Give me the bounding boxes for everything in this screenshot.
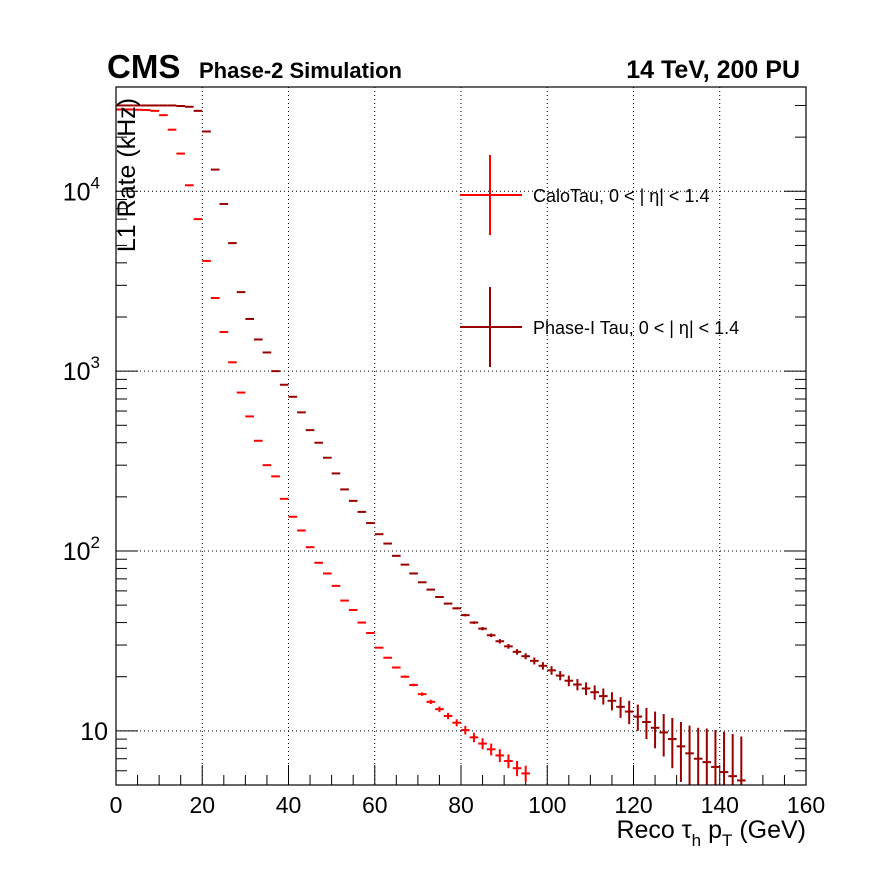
data-point <box>530 657 539 665</box>
data-point <box>659 714 668 757</box>
data-point <box>366 632 375 635</box>
data-point <box>668 717 677 769</box>
data-point <box>400 675 410 678</box>
data-point <box>486 743 496 756</box>
data-point <box>607 692 617 711</box>
data-point <box>711 730 720 785</box>
data-point <box>521 765 530 782</box>
data-point <box>383 656 392 659</box>
status-label: Phase-2 Simulation <box>199 58 402 83</box>
data-point <box>435 595 444 598</box>
cms-label: CMS <box>107 48 180 85</box>
data-point <box>624 700 634 725</box>
y-tick-label: 10 <box>80 718 108 746</box>
data-point <box>426 699 436 705</box>
legend-item-0: CaloTau, 0 < | η| < 1.4 <box>460 155 709 235</box>
data-point <box>642 707 651 740</box>
x-tick-label: 40 <box>276 792 302 818</box>
x-tick-label: 60 <box>362 792 388 818</box>
legend: CaloTau, 0 < | η| < 1.4 Phase-I Tau, 0 < … <box>460 155 739 367</box>
data-point <box>417 692 427 696</box>
data-point <box>461 613 470 617</box>
y-tick-label: 102 <box>63 533 100 566</box>
data-point <box>555 671 565 681</box>
data-point <box>693 727 703 785</box>
data-point <box>443 712 453 720</box>
y-tick-labels: 10 102 103 104 <box>63 173 108 746</box>
data-point <box>409 683 418 687</box>
x-tick-label: 0 <box>110 792 123 818</box>
plot-frame <box>115 86 807 786</box>
data-point <box>504 754 513 769</box>
x-tick-label: 100 <box>528 792 566 818</box>
y-tick-label: 103 <box>63 353 100 386</box>
data-point <box>590 685 599 700</box>
data-point <box>547 666 556 675</box>
data-point <box>443 602 453 605</box>
x-tick-labels: 0 20 40 60 80 100 120 140 160 <box>110 792 826 818</box>
data-point <box>486 633 496 638</box>
data-point <box>573 679 582 691</box>
x-tick-label: 160 <box>787 792 825 818</box>
data-point <box>581 682 591 696</box>
grid-lines <box>116 87 806 785</box>
x-axis-title: Reco τh pT (GeV) <box>616 816 806 850</box>
x-tick-label: 80 <box>448 792 474 818</box>
data-point <box>435 706 444 712</box>
legend-label: CaloTau, 0 < | η| < 1.4 <box>533 186 709 206</box>
data-point <box>737 736 746 785</box>
legend-label: Phase-I Tau, 0 < | η| < 1.4 <box>533 318 739 338</box>
data-point <box>564 675 574 687</box>
data-point <box>478 738 487 750</box>
series-1 <box>116 104 746 785</box>
data-point <box>374 646 384 649</box>
energy-pu-label: 14 TeV, 200 PU <box>626 56 800 84</box>
data-point <box>521 653 530 660</box>
data-point <box>469 732 479 743</box>
x-tick-label: 140 <box>701 792 739 818</box>
data-point <box>495 639 505 644</box>
data-point <box>461 725 470 735</box>
data-point <box>685 725 694 785</box>
legend-item-1: Phase-I Tau, 0 < | η| < 1.4 <box>460 287 739 367</box>
data-point <box>512 649 522 655</box>
data-point <box>599 688 608 705</box>
data-point <box>452 719 461 727</box>
series-0 <box>116 108 530 782</box>
data-point <box>512 760 522 777</box>
x-tick-label: 20 <box>189 792 215 818</box>
data-point <box>728 734 737 785</box>
data-point <box>426 588 436 591</box>
data-point <box>452 607 461 610</box>
data-point <box>538 662 548 670</box>
data-point <box>719 731 729 785</box>
y-axis-title: L1 Rate (kHz) <box>113 98 141 252</box>
y-tick-label: 104 <box>63 173 100 206</box>
data-point <box>616 697 625 718</box>
data-point <box>495 749 505 763</box>
data-point <box>633 704 643 731</box>
data-point <box>469 621 479 624</box>
data-point <box>702 728 712 785</box>
data-point <box>504 644 513 649</box>
data-point <box>392 666 401 669</box>
x-tick-label: 120 <box>614 792 652 818</box>
data-point <box>650 711 660 749</box>
data-point <box>676 722 686 782</box>
data-point <box>478 626 487 631</box>
data-series <box>116 104 746 785</box>
